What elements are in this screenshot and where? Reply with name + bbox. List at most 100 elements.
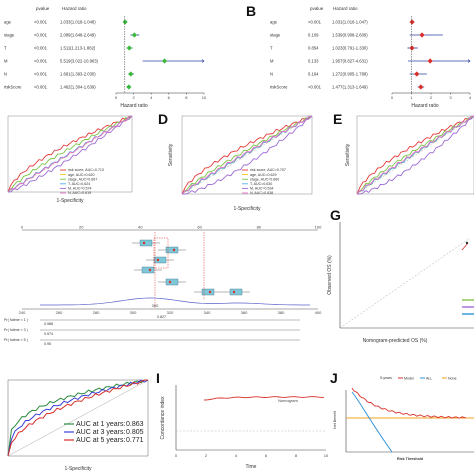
- roc-plot-d: 1-Specificity Sensitivity risk score, AU…: [168, 115, 313, 212]
- cindex-x-tick: 10: [324, 453, 329, 458]
- calibration-plot-g: Nomogram-predicted OS (%) Observed OS (%…: [327, 222, 474, 344]
- panel-label-i: I: [156, 370, 160, 386]
- nomogram-points-tick: 100: [315, 225, 322, 230]
- forest-ci-arrow: [467, 59, 471, 63]
- dca-legend-label: ALL: [426, 377, 432, 381]
- roc-legend-entry: age, AUC=0.629: [250, 173, 276, 177]
- forest-x-tick-label: 3: [449, 95, 452, 100]
- forest-x-tick-label: 2: [430, 95, 433, 100]
- nomogram-points-tick: 0: [21, 225, 24, 230]
- nomogram-prob-value: 0.95: [44, 342, 51, 346]
- nomogram-box: [229, 288, 243, 296]
- roc-d-xlabel: 1-Specificity: [234, 206, 261, 212]
- forest-hr-marker: [161, 58, 168, 64]
- roc-series-line: [356, 115, 474, 195]
- nomogram-total-tick: 360: [241, 310, 248, 315]
- time-roc-legend-label: AUC at 3 years:: [76, 429, 125, 436]
- forest-row-name: stage: [4, 33, 15, 38]
- roc-series-line: [7, 115, 133, 193]
- forest-x-tick-label: 10: [202, 95, 207, 100]
- cindex-ylabel: Concordance index: [160, 396, 166, 440]
- nomogram-selected-point: [208, 290, 212, 294]
- roc-legend-entry: N, AUC=0.619: [68, 191, 91, 195]
- panel-label-b: B: [246, 3, 256, 19]
- forest-row-hr-text: 1.539(0.908-2.609): [332, 33, 368, 38]
- forest-hr-marker: [122, 19, 128, 25]
- nomogram-points-tick: 40: [138, 225, 143, 230]
- cindex-x-tick: 6: [265, 453, 268, 458]
- forest-row-hr-text: 1.681(1.393-2.030): [60, 72, 96, 77]
- roc-d-frame: [181, 115, 313, 195]
- roc-legend-entry: stage, AUC=0.667: [68, 177, 97, 181]
- dca-plot-j: 5-years Risk Threshold Net Benefit Model…: [333, 376, 474, 461]
- calibration-xlabel: Nomogram-predicted OS (%): [363, 338, 428, 344]
- forest-row-hr-text: 1.023(0.791-1.330): [332, 46, 368, 51]
- forest-ci-arrow: [201, 59, 205, 63]
- forest-b-xlabel: Hazard ratio: [411, 103, 438, 109]
- forest-row-name: M: [270, 59, 274, 64]
- roc-legend-entry: stage, AUC=0.660: [250, 177, 279, 181]
- forest-hr-marker: [419, 32, 425, 38]
- panel-label-d: D: [158, 111, 168, 127]
- nomogram-selected-point: [148, 268, 152, 272]
- forest-hr-marker: [126, 84, 132, 90]
- roc-series-line: [181, 115, 313, 195]
- forest-row-name: riskScore: [270, 85, 288, 90]
- forest-row-name: riskScore: [4, 85, 22, 90]
- forest-x-tick-label: 8: [185, 95, 188, 100]
- nomogram-prob-label: Pr( futime < 3 ): [4, 328, 28, 332]
- cindex-x-tick: 0: [175, 453, 178, 458]
- calibration-ylabel: Observed OS (%): [327, 255, 333, 295]
- forest-row-pvalue: <0.001: [34, 59, 48, 64]
- time-roc-diagonal: [7, 379, 149, 457]
- forest-row-hr-text: 5.519(3.022-10.963): [60, 59, 99, 64]
- forest-row-pvalue: <0.001: [34, 20, 48, 25]
- forest-row-pvalue: <0.001: [34, 46, 48, 51]
- nomogram-prob-value: 0.988: [44, 322, 53, 326]
- nomogram-box: [165, 278, 179, 286]
- roc-legend-entry: age, AUC=0.620: [68, 173, 94, 177]
- nomogram-selected-point: [156, 258, 160, 262]
- forest-row-name: age: [270, 20, 278, 25]
- roc-legend-entry: risk score, AUC=0.713: [68, 168, 104, 172]
- cindex-plot-i: Time Concordance index Nomogram 0 2 4 6 8 10: [160, 385, 329, 470]
- roc-series-line: [182, 115, 313, 195]
- nomogram-box: [201, 288, 215, 296]
- nomogram-selected-point: [168, 280, 172, 284]
- forest-hr-marker: [128, 71, 134, 77]
- forest-x-tick-label: 4: [469, 95, 472, 100]
- forest-hr-marker: [427, 58, 433, 64]
- roc-series-line: [181, 115, 313, 195]
- dca-legend-label: None: [448, 377, 457, 381]
- roc-diagonal: [356, 115, 474, 195]
- forest-x-tick-label: 0: [115, 95, 118, 100]
- nomogram-total-tick: 240: [19, 310, 26, 315]
- roc-d-ylabel: Sensitivity: [168, 143, 174, 166]
- dca-title: 5-years: [380, 376, 392, 380]
- nomogram-box: [141, 266, 155, 274]
- time-roc-legend-value: 0.771: [126, 437, 144, 444]
- nomogram-box: [165, 246, 179, 254]
- roc-plot-c: 1-Specificity risk score, AUC=0.713age, …: [7, 115, 133, 204]
- forest-row-name: stage: [270, 33, 281, 38]
- roc-series-line: [7, 115, 133, 193]
- nomogram-highlight-total: 300: [152, 303, 159, 308]
- nomogram-selected-point: [172, 248, 176, 252]
- dca-model-line: [351, 387, 467, 419]
- cindex-x-tick: 4: [235, 453, 238, 458]
- roc-e-frame: [356, 115, 474, 195]
- time-roc-legend-value: 0.863: [126, 421, 144, 428]
- calibration-point: [465, 241, 469, 245]
- nomogram-points-tick: 80: [257, 225, 262, 230]
- cindex-x-tick: 8: [295, 453, 298, 458]
- time-roc-frame: [7, 379, 149, 457]
- nomogram-total-tick: 300: [130, 310, 137, 315]
- forest-a-hr-header: Hazard ratio: [62, 6, 87, 11]
- dca-legend-label: Model: [404, 377, 414, 381]
- roc-plot-e: Sensitivity: [345, 115, 474, 195]
- dca-all-line: [351, 391, 393, 453]
- time-roc-series-line: [7, 379, 149, 457]
- forest-row-hr-text: 1.462(1.304-1.639): [60, 85, 96, 90]
- cindex-xlabel: Time: [246, 464, 257, 470]
